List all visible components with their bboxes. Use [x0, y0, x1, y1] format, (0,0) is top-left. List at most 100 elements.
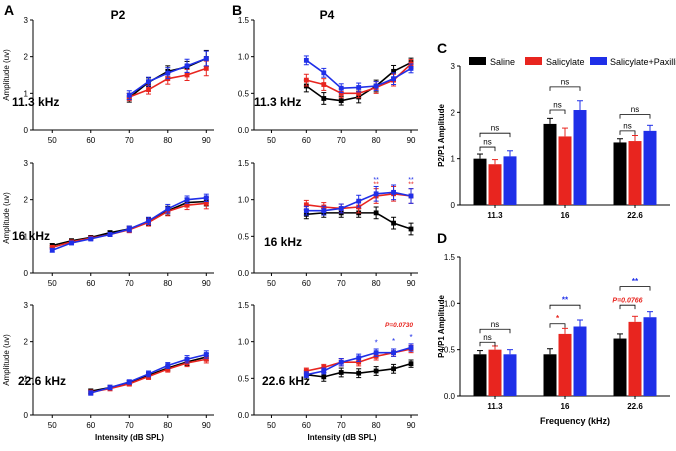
series-line-salicylate — [52, 202, 207, 249]
point-paxilline — [203, 195, 209, 201]
point-salicylate — [338, 90, 344, 96]
x-tick-label: 60 — [86, 279, 95, 288]
point-paxilline — [184, 63, 190, 69]
comparison-bracket — [479, 328, 511, 334]
x-tick-label: 60 — [302, 421, 311, 430]
point-paxilline — [107, 385, 113, 390]
point-paxilline — [408, 66, 414, 71]
bar-salicylate — [628, 321, 642, 396]
point-paxilline — [165, 70, 171, 76]
chart-a1: 50 60 70 80 90 0 1 2 3 Amplitude (uv)11.3 kHz — [2, 16, 214, 145]
significance-marker: ns — [491, 320, 499, 329]
point-salicylate — [303, 368, 309, 374]
point-saline — [391, 366, 396, 372]
point-paxilline — [203, 56, 209, 61]
x-tick-label: 70 — [337, 136, 346, 145]
significance-marker: * — [392, 337, 395, 346]
bar-salicylate — [558, 136, 572, 205]
panel-letter-d: D — [437, 230, 447, 246]
point-saline — [321, 374, 327, 380]
comparison-bracket — [479, 132, 511, 138]
point-paxilline — [373, 350, 379, 356]
point-paxilline — [126, 226, 132, 232]
comparison-bracket — [619, 304, 636, 310]
y-tick-label: 2 — [24, 53, 29, 62]
y-tick-label: 1 — [24, 232, 29, 241]
y-axis-label: Amplitude (uv) — [2, 334, 11, 386]
point-salicylate — [165, 366, 171, 372]
point-salicylate — [184, 72, 190, 78]
x-tick-label: 16 — [561, 211, 570, 220]
significance-marker: ns — [491, 124, 499, 133]
point-paxilline — [338, 206, 344, 211]
x-axis-label: Frequency (kHz) — [540, 416, 610, 426]
point-saline — [408, 361, 414, 367]
bar-paxilline — [643, 317, 657, 396]
y-tick-label: 3 — [24, 159, 29, 168]
point-paxilline — [303, 208, 309, 214]
point-saline — [391, 68, 396, 74]
column-title-p2: P2 — [111, 8, 126, 22]
point-paxilline — [391, 189, 396, 195]
significance-marker: * — [375, 338, 378, 347]
point-paxilline — [49, 247, 55, 253]
chart-a2: 50 60 70 80 90 0 1 2 3 Amplitude (uv) 16 kHz — [2, 159, 214, 288]
x-tick-label: 60 — [86, 421, 95, 430]
chart-title: 16 kHz — [12, 229, 50, 243]
point-saline — [338, 370, 344, 375]
point-salicylate — [321, 364, 327, 370]
x-tick-label: 80 — [163, 279, 172, 288]
point-paxilline — [107, 232, 113, 237]
y-tick-label: 0 — [451, 201, 456, 210]
point-paxilline — [126, 92, 132, 98]
y-tick-label: 1.0 — [238, 196, 250, 205]
x-tick-label: 50 — [48, 421, 57, 430]
x-tick-label: 50 — [48, 136, 57, 145]
x-tick-label: 70 — [337, 421, 346, 430]
x-tick-label: 80 — [372, 279, 381, 288]
y-tick-label: 1.5 — [238, 16, 250, 25]
y-tick-label: 1.5 — [238, 159, 250, 168]
point-saline — [356, 370, 362, 376]
chart-title: 16 kHz — [264, 235, 302, 249]
bar-saline — [543, 123, 557, 205]
y-tick-label: 0.0 — [444, 392, 456, 401]
y-tick-label: 1.0 — [238, 338, 250, 347]
comparison-bracket — [549, 304, 581, 310]
x-tick-label: 50 — [267, 421, 276, 430]
point-paxilline — [391, 76, 396, 82]
x-tick-label: 50 — [267, 136, 276, 145]
significance-marker: ** — [408, 181, 414, 188]
p-value-annotation: P=0.0730 — [385, 322, 413, 329]
y-tick-label: 1.0 — [444, 299, 456, 308]
significance-marker: * — [556, 314, 560, 323]
bar-salicylate — [628, 141, 642, 205]
point-salicylate — [321, 82, 327, 87]
legend-label-saline: Saline — [490, 57, 515, 67]
point-paxilline — [321, 368, 327, 374]
y-tick-label: 0.0 — [238, 126, 250, 135]
x-tick-label: 22.6 — [627, 402, 643, 411]
point-paxilline — [88, 236, 94, 242]
x-tick-label: 80 — [372, 421, 381, 430]
x-tick-label: 60 — [86, 136, 95, 145]
x-tick-label: 90 — [407, 136, 416, 145]
point-saline — [338, 98, 344, 104]
y-tick-label: 0.5 — [238, 374, 250, 383]
x-tick-label: 90 — [202, 279, 211, 288]
y-tick-label: 0 — [24, 411, 29, 420]
significance-marker: P=0.0766 — [612, 298, 642, 305]
x-axis-label: Intensity (dB SPL) — [95, 433, 164, 442]
point-paxilline — [338, 85, 344, 91]
significance-marker: ns — [553, 101, 561, 110]
chart-b1: 50 60 70 80 90 0.0 0.5 1.0 1.5 11.3 kHz — [238, 16, 418, 145]
x-tick-label: 60 — [302, 279, 311, 288]
comparison-bracket — [619, 114, 651, 119]
bar-salicylate — [488, 349, 502, 396]
panel-letter-a: A — [4, 2, 14, 18]
significance-marker: ns — [631, 105, 639, 114]
y-tick-label: 0.5 — [238, 89, 250, 98]
bar-saline — [473, 354, 487, 396]
